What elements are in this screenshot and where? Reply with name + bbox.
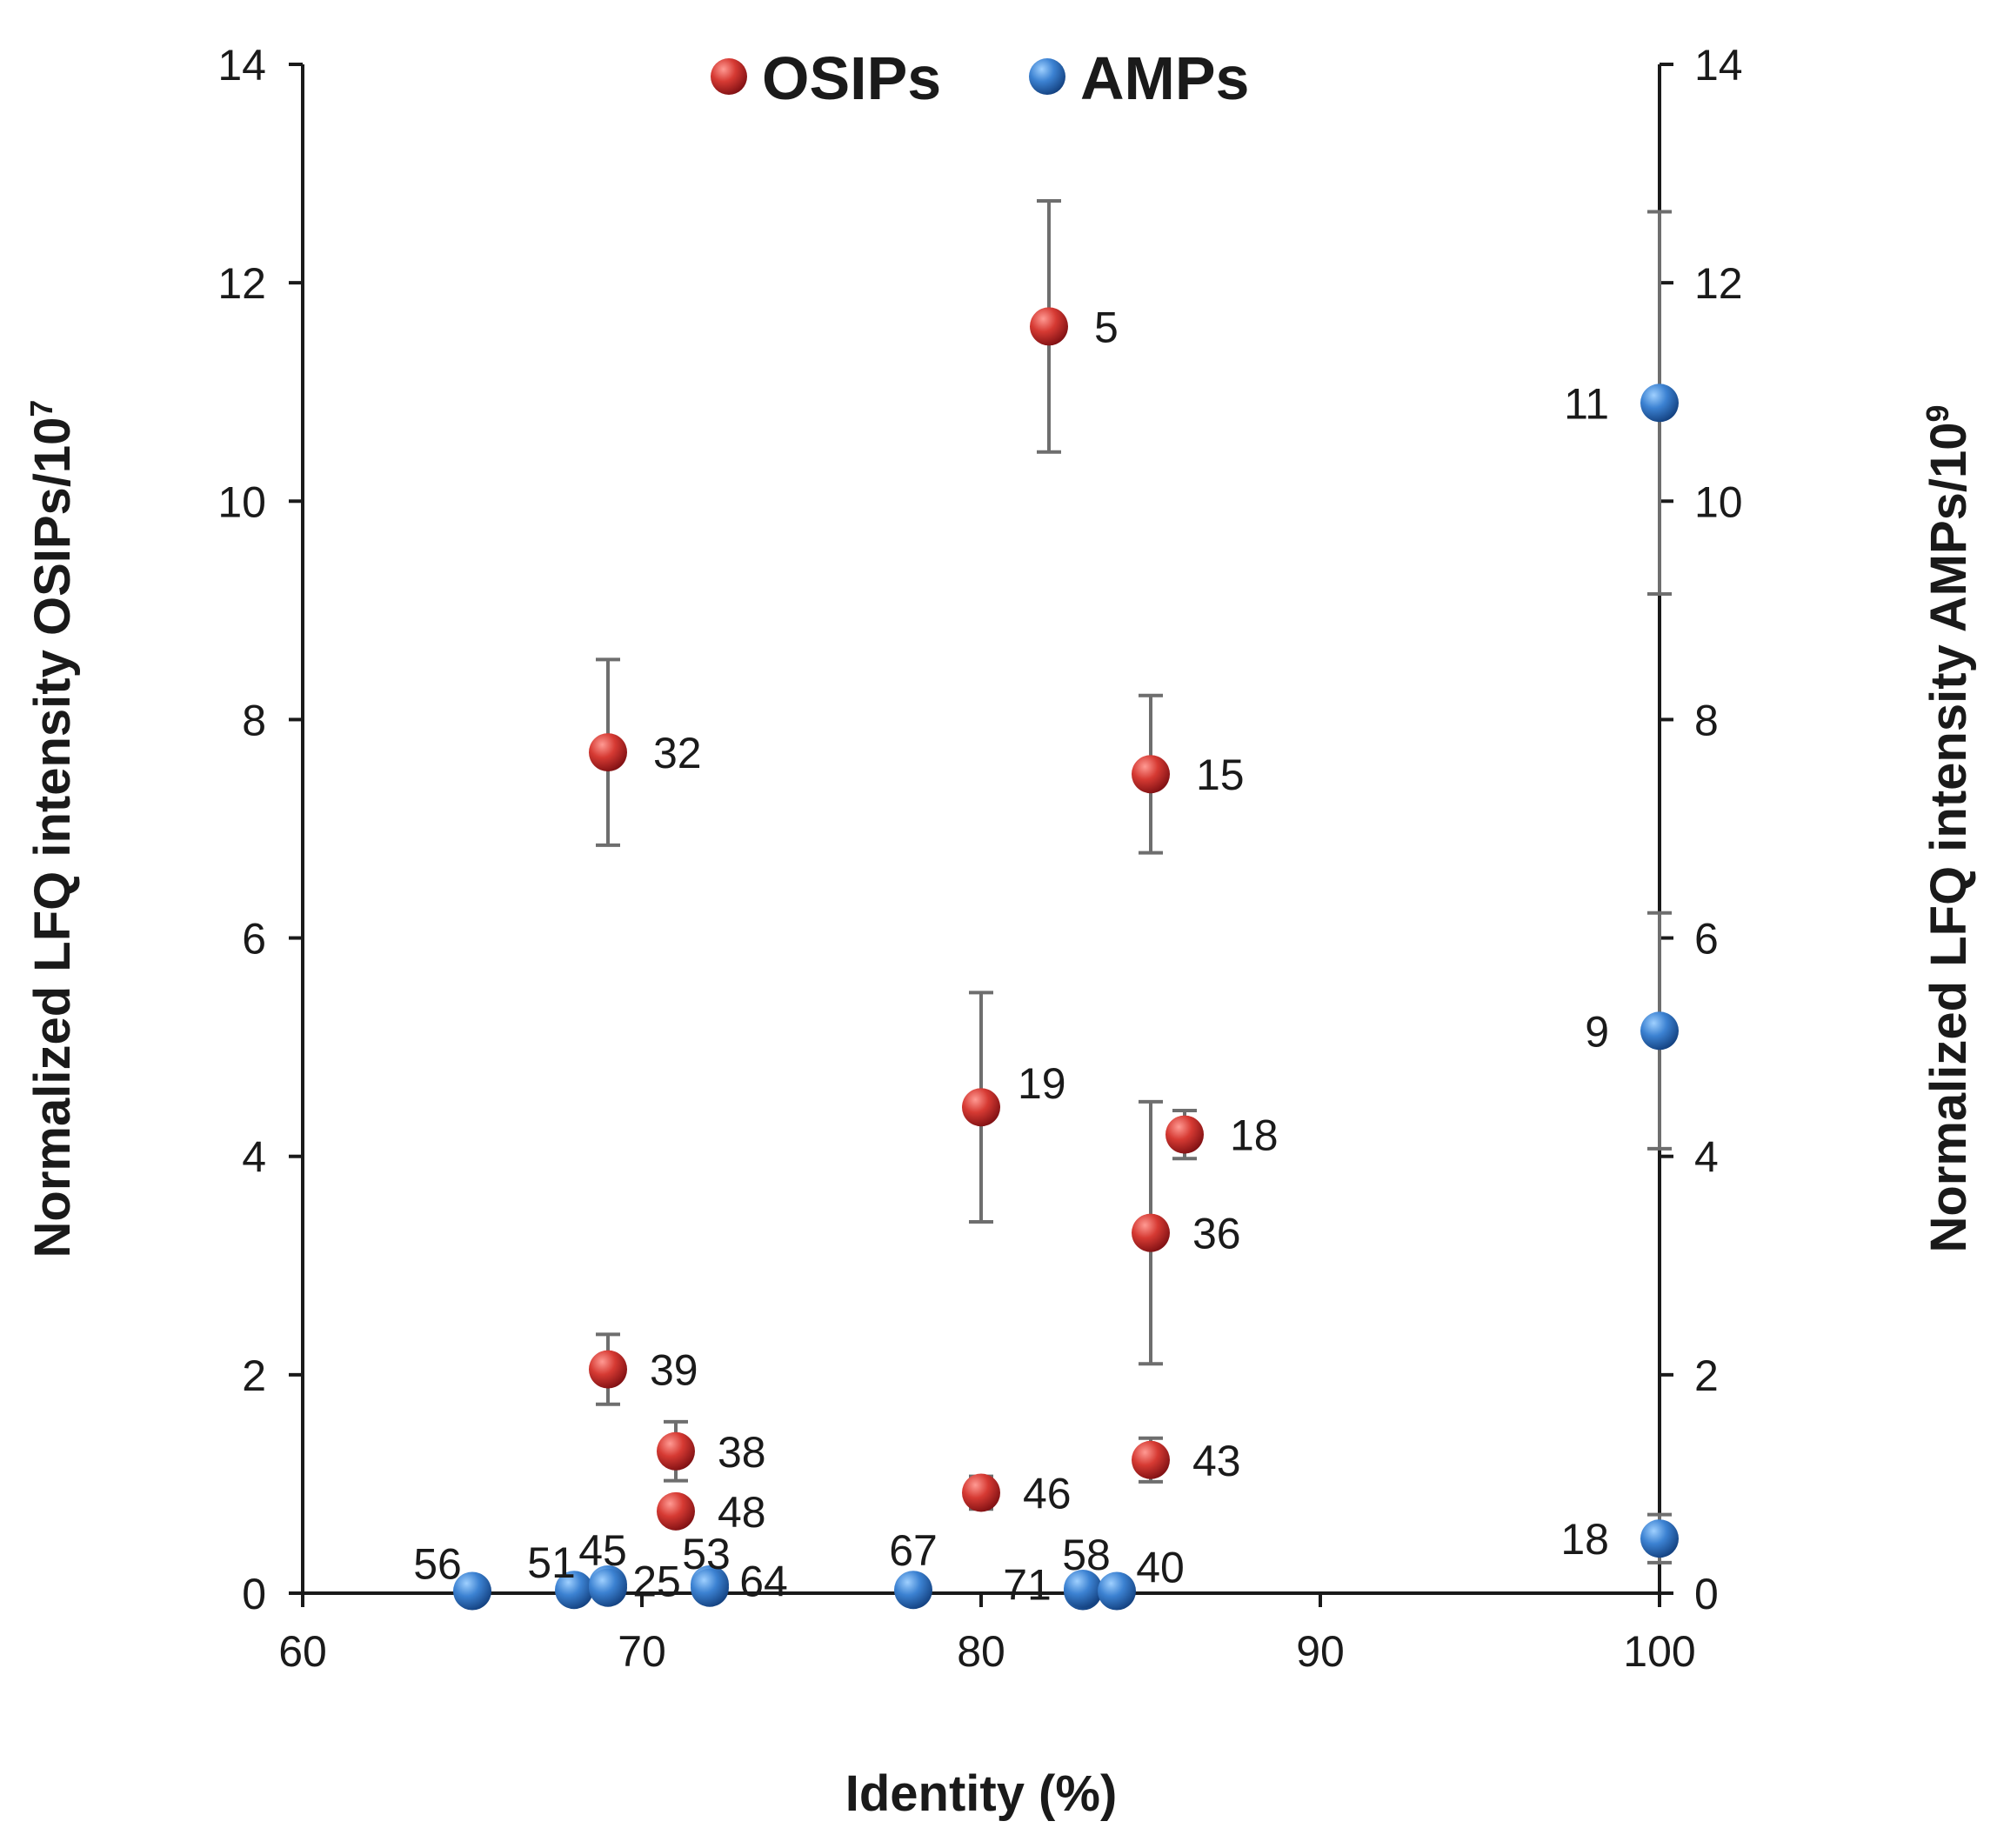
amp-point: [1098, 1571, 1136, 1611]
right-y-tick-label: 4: [1694, 1133, 1719, 1182]
left-y-title-sup: 7: [23, 400, 59, 417]
amp-point: [894, 1571, 932, 1610]
right-y-axis-title: Normalized LFQ intensity AMPs/109: [1920, 404, 1978, 1252]
right-y-tick-label: 14: [1694, 41, 1743, 90]
error-bars: [596, 198, 1672, 1564]
point-label: 51: [527, 1538, 576, 1587]
amp-point: [453, 1571, 491, 1611]
amp-point: [1640, 384, 1679, 423]
osip-point: [657, 1431, 695, 1471]
legend-osips-marker: [711, 58, 747, 95]
right-y-title-base: Normalized LFQ intensity AMPs/10: [1920, 422, 1977, 1252]
point-label: 25: [632, 1558, 681, 1606]
osip-point: [1132, 755, 1170, 794]
point-label: 64: [739, 1558, 788, 1606]
data-points: [453, 307, 1679, 1611]
point-label: 39: [650, 1346, 698, 1395]
left-y-title-base: Normalized LFQ intensity OSIPs/10: [24, 417, 81, 1258]
osip-point: [589, 1350, 627, 1389]
left-y-tick-label: 10: [217, 477, 266, 526]
osip-point: [1132, 1213, 1170, 1252]
x-tick-label: 70: [618, 1627, 666, 1676]
x-tick-label: 90: [1296, 1627, 1345, 1676]
point-label: 36: [1192, 1210, 1241, 1258]
point-label: 53: [682, 1530, 731, 1578]
osip-point: [1165, 1115, 1204, 1154]
point-label: 46: [1023, 1469, 1072, 1518]
left-y-tick-label: 6: [242, 915, 266, 964]
right-y-tick-label: 12: [1694, 259, 1743, 308]
right-y-title-sup: 9: [1920, 404, 1955, 422]
point-label: 11: [1564, 379, 1609, 428]
legend-osips-label: OSIPs: [762, 44, 941, 112]
osip-point: [962, 1473, 1000, 1512]
point-label: 43: [1192, 1437, 1241, 1485]
point-label: 45: [578, 1526, 627, 1575]
osip-point: [1030, 307, 1068, 346]
point-label: 15: [1196, 751, 1245, 799]
point-label: 38: [718, 1428, 766, 1477]
point-label: 40: [1136, 1543, 1185, 1591]
x-axis-title: Identity (%): [845, 1765, 1118, 1822]
amp-point: [1064, 1569, 1102, 1608]
point-label: 48: [718, 1488, 766, 1537]
point-label: 32: [653, 729, 702, 777]
left-y-tick-label: 12: [217, 259, 266, 308]
left-y-axis-title: Normalized LFQ intensity OSIPs/107: [23, 400, 82, 1258]
amp-point: [589, 1568, 627, 1607]
x-tick-label: 60: [278, 1627, 327, 1676]
point-label: 56: [413, 1539, 462, 1588]
point-label: 67: [889, 1526, 938, 1575]
point-label: 19: [1018, 1059, 1066, 1108]
left-y-tick-label: 2: [242, 1351, 266, 1400]
x-tick-label: 100: [1623, 1627, 1695, 1676]
amp-point: [555, 1571, 593, 1610]
osip-point: [962, 1088, 1000, 1127]
right-y-tick-label: 10: [1694, 477, 1743, 526]
x-tick-label: 80: [957, 1627, 1005, 1676]
point-label: 5: [1094, 303, 1119, 351]
amp-point: [691, 1568, 729, 1607]
left-y-tick-label: 8: [242, 696, 266, 744]
amp-point: [1640, 1519, 1679, 1558]
left-y-tick-label: 4: [242, 1133, 266, 1182]
osip-point: [589, 733, 627, 772]
legend: OSIPs AMPs: [711, 44, 1249, 112]
legend-amps-label: AMPs: [1080, 44, 1249, 112]
legend-amps-marker: [1029, 58, 1065, 95]
point-label: 58: [1062, 1531, 1111, 1579]
right-y-tick-label: 8: [1694, 696, 1719, 744]
right-y-tick-label: 6: [1694, 915, 1719, 964]
amp-point: [1640, 1011, 1679, 1051]
point-label: 71: [1003, 1560, 1052, 1609]
point-label: 18: [1230, 1111, 1279, 1160]
osip-point: [657, 1491, 695, 1531]
point-label: 18: [1560, 1515, 1609, 1564]
right-y-tick-label: 2: [1694, 1351, 1719, 1400]
right-y-tick-label: 0: [1694, 1570, 1719, 1618]
point-label: 9: [1585, 1007, 1609, 1056]
left-y-tick-label: 0: [242, 1570, 266, 1618]
left-y-tick-label: 14: [217, 41, 266, 90]
osip-point: [1132, 1440, 1170, 1479]
